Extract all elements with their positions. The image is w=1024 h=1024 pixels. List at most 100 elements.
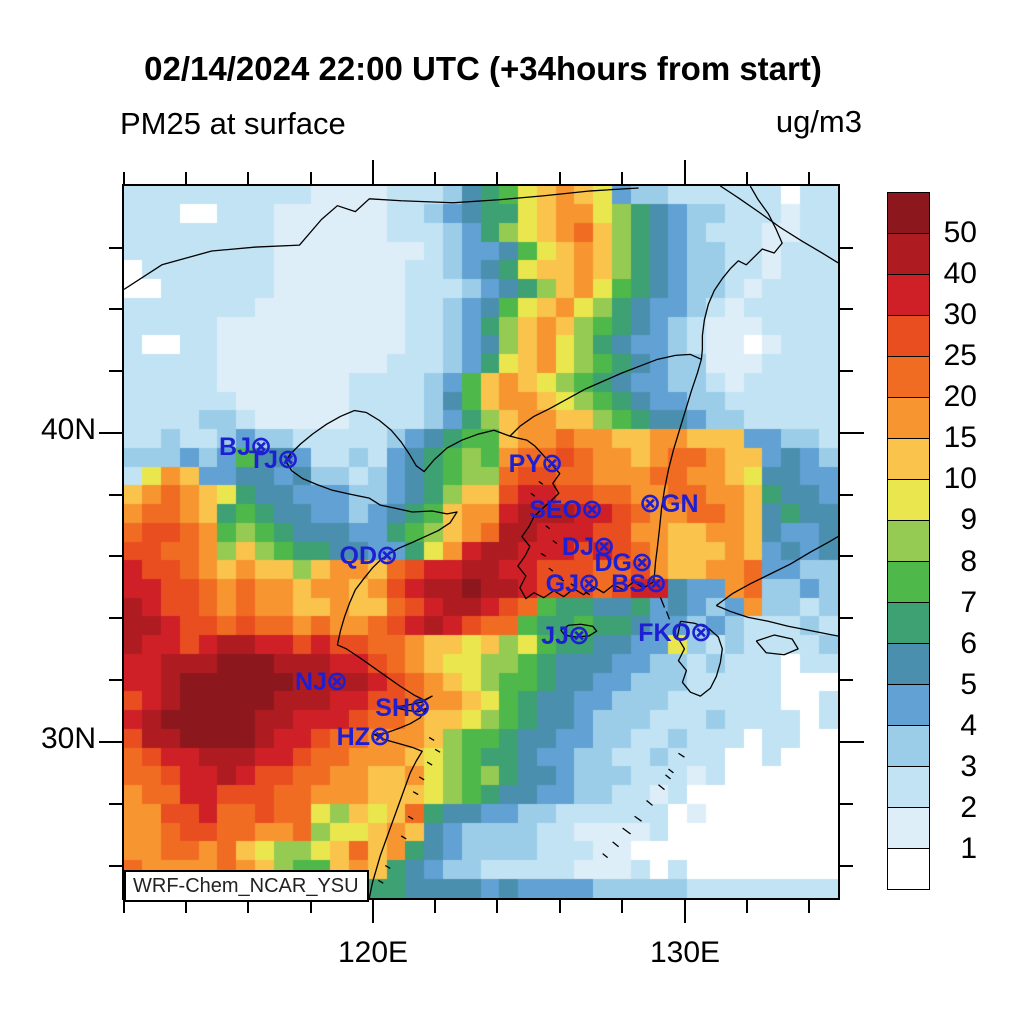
axis-tick: [621, 172, 623, 184]
colorbar-tick-label: 3: [960, 749, 977, 783]
station-label: PY: [508, 450, 542, 478]
colorbar-segment: [888, 562, 929, 603]
colorbar-segment: [888, 521, 929, 562]
axis-tick: [840, 308, 853, 310]
colorbar: [887, 192, 930, 890]
colorbar-tick-label: 15: [943, 421, 977, 455]
axis-tick: [185, 900, 187, 913]
colorbar-segment: [888, 808, 929, 849]
axis-tick: [840, 679, 853, 681]
coastline-path: [509, 186, 783, 600]
stations-layer: ⊗ BJ ⊗ TJ ⊗ QD ⊗ NJ ⊗ SH ⊗ HZ ⊗ PY ⊗ SEO ⊗ GN ⊗ DJ ⊗ DG ⊗ GJ ⊗ BS…: [124, 186, 838, 898]
station-marker-icon: ⊗: [577, 568, 601, 599]
axis-tick: [372, 900, 374, 923]
station-label: DG: [594, 549, 633, 577]
coastline-path: [602, 752, 685, 859]
axis-tick: [840, 865, 853, 867]
axis-tick: [840, 432, 864, 434]
colorbar-tick-label: 9: [960, 503, 977, 537]
colorbar-segment: [888, 685, 929, 726]
station-label: NJ: [295, 668, 327, 696]
colorbar-segment: [888, 603, 929, 644]
colorbar-segment: [888, 644, 929, 685]
colorbar-segment: [888, 275, 929, 316]
colorbar-segment: [888, 480, 929, 521]
station-label: DJ: [562, 533, 594, 561]
axis-tick: [496, 172, 498, 184]
axis-tick: [496, 900, 498, 913]
coastline-path: [659, 597, 671, 620]
station-label: BJ: [219, 433, 251, 461]
colorbar-tick-label: 30: [943, 298, 977, 332]
station-label: BS: [611, 570, 646, 598]
station-label: GN: [661, 490, 699, 518]
axis-tick: [185, 172, 187, 184]
colorbar-tick-label: 7: [960, 585, 977, 619]
axis-tick: [247, 900, 249, 913]
station-label: GJ: [545, 570, 579, 598]
colorbar-tick-label: 4: [960, 708, 977, 742]
coastline-overlay: [124, 186, 838, 898]
colorbar-segment: [888, 726, 929, 767]
colorbar-segment: [888, 398, 929, 439]
axis-tick: [109, 370, 122, 372]
axis-tick: [123, 172, 125, 184]
y-axis-tick-label: 30N: [40, 722, 96, 755]
axis-tick: [684, 160, 686, 184]
coastline-path: [530, 480, 604, 596]
axis-tick: [434, 172, 436, 184]
station-label: JJ: [541, 622, 569, 650]
axis-tick: [372, 160, 374, 184]
axis-tick: [840, 803, 853, 805]
colorbar-segment: [888, 357, 929, 398]
coastline-path: [676, 620, 723, 697]
station-marker-icon: ⊗: [689, 617, 713, 648]
axis-tick: [808, 900, 810, 913]
station-marker-icon: ⊗: [325, 666, 349, 697]
map-frame: ⊗ BJ ⊗ TJ ⊗ QD ⊗ NJ ⊗ SH ⊗ HZ ⊗ PY ⊗ SEO ⊗ GN ⊗ DJ ⊗ DG ⊗ GJ ⊗ BS…: [122, 184, 840, 900]
axis-tick: [99, 432, 122, 434]
station-label: SH: [375, 694, 410, 722]
coastline-path: [284, 409, 511, 898]
colorbar-tick-label: 8: [960, 544, 977, 578]
axis-tick: [109, 308, 122, 310]
coastline-path: [377, 736, 441, 884]
axis-tick: [808, 172, 810, 184]
page-title: 02/14/2024 22:00 UTC (+34hours from star…: [144, 50, 822, 87]
axis-tick: [840, 370, 853, 372]
station-marker-icon: ⊗: [375, 540, 399, 571]
units-label: ug/m3: [775, 104, 862, 139]
station-marker-icon: ⊗: [592, 531, 616, 562]
colorbar-segment: [888, 849, 929, 889]
station-marker-icon: ⊗: [567, 620, 591, 651]
station-marker-icon: ⊗: [580, 494, 604, 525]
colorbar-tick-label: 25: [943, 339, 977, 373]
station-marker-icon: ⊗: [249, 431, 273, 462]
axis-tick: [840, 617, 853, 619]
axis-tick: [123, 900, 125, 913]
axis-tick: [109, 803, 122, 805]
colorbar-segment: [888, 439, 929, 480]
axis-tick: [109, 494, 122, 496]
axis-tick: [310, 172, 312, 184]
axis-tick: [109, 555, 122, 557]
axis-tick: [840, 741, 864, 743]
station-marker-icon: ⊗: [540, 448, 564, 479]
axis-tick: [621, 900, 623, 913]
station-marker-icon: ⊗: [638, 488, 662, 519]
station-marker-icon: ⊗: [408, 692, 432, 723]
axis-tick: [99, 741, 122, 743]
axis-tick: [310, 900, 312, 913]
colorbar-tick-label: 6: [960, 626, 977, 660]
station-marker-icon: ⊗: [644, 568, 668, 599]
colorbar-tick-label: 2: [960, 790, 977, 824]
colorbar-tick-label: 40: [943, 257, 977, 291]
model-watermark: WRF-Chem_NCAR_YSU: [124, 870, 369, 902]
station-marker-icon: ⊗: [630, 547, 654, 578]
axis-tick: [840, 494, 853, 496]
pm25-heatmap-canvas: [124, 186, 838, 898]
station-label: QD: [339, 542, 378, 570]
colorbar-segment: [888, 234, 929, 275]
axis-tick: [746, 172, 748, 184]
